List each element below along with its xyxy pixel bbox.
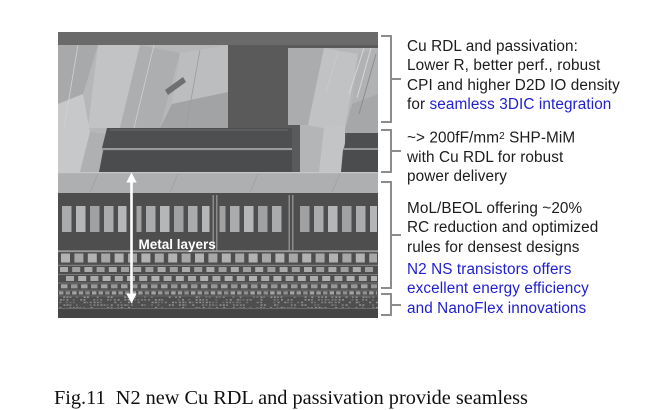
annotation-line: N2 NS transistors offers (407, 261, 572, 278)
annotation-line: ~> 200fF/mm2 SHP-MiM (407, 127, 575, 148)
caption-line-1: Fig.11 N2 new Cu RDL and passivation pro… (54, 387, 528, 409)
annotation-line: for seamless 3DIC integration (407, 95, 620, 114)
annotation-beol: MoL/BEOL offering ~20% RC reduction and … (407, 199, 598, 257)
chip-cross-section-image: Metal layers (58, 32, 378, 318)
bracket-cu-rdl (381, 35, 401, 123)
bracket-transistor (381, 293, 401, 316)
bracket-mim (381, 129, 401, 173)
annotation-line: and NanoFlex innovations (407, 299, 587, 317)
cu-rdl-left-block (58, 45, 228, 172)
annotation-line: excellent energy efficiency (407, 280, 589, 298)
bracket-beol (381, 181, 401, 289)
figure-caption: Fig.11 N2 new Cu RDL and passivation pro… (54, 335, 644, 410)
annotation-mim: ~> 200fF/mm2 SHP-MiM with Cu RDL for rob… (407, 127, 575, 186)
annotation-line: power delivery (407, 168, 508, 186)
interlayer-lines (58, 250, 378, 297)
annotation-line: rules for densest designs (407, 238, 580, 256)
annotation-text: SHP-MiM (504, 129, 576, 147)
annotation-n2-transistors: N2 NS transistors offers excellent energ… (407, 260, 589, 318)
superscript: 2 (499, 131, 505, 142)
cross-section-svg: Metal layers (58, 32, 378, 318)
annotation-line: Lower R, better perf., robust (407, 57, 601, 75)
substrate-band (58, 308, 378, 318)
bracket-tick (390, 150, 401, 152)
metal-layers-label: Metal layers (139, 237, 216, 252)
annotation-text-blue: seamless 3DIC integration (429, 95, 612, 113)
annotation-line: with Cu RDL for robust (407, 148, 564, 166)
annotation-line: RC reduction and optimized (407, 219, 599, 237)
bracket-tick (390, 303, 401, 306)
bracket-tick (390, 234, 401, 236)
metal-layers-arrow (126, 172, 137, 304)
shp-mim-pad (99, 128, 378, 172)
transistor-speckle-band (59, 296, 378, 309)
annotation-line: Cu RDL and passivation: (407, 38, 578, 55)
annotation-text: ~> 200fF/mm (407, 129, 500, 147)
annotation-line: CPI and higher D2D IO density (407, 76, 620, 94)
bracket-tick (390, 78, 401, 80)
annotation-line: MoL/BEOL offering ~20% (407, 200, 583, 217)
annotation-text-black: for (407, 95, 430, 113)
annotation-cu-rdl: Cu RDL and passivation: Lower R, better … (407, 37, 620, 114)
top-beol-band (58, 172, 378, 193)
